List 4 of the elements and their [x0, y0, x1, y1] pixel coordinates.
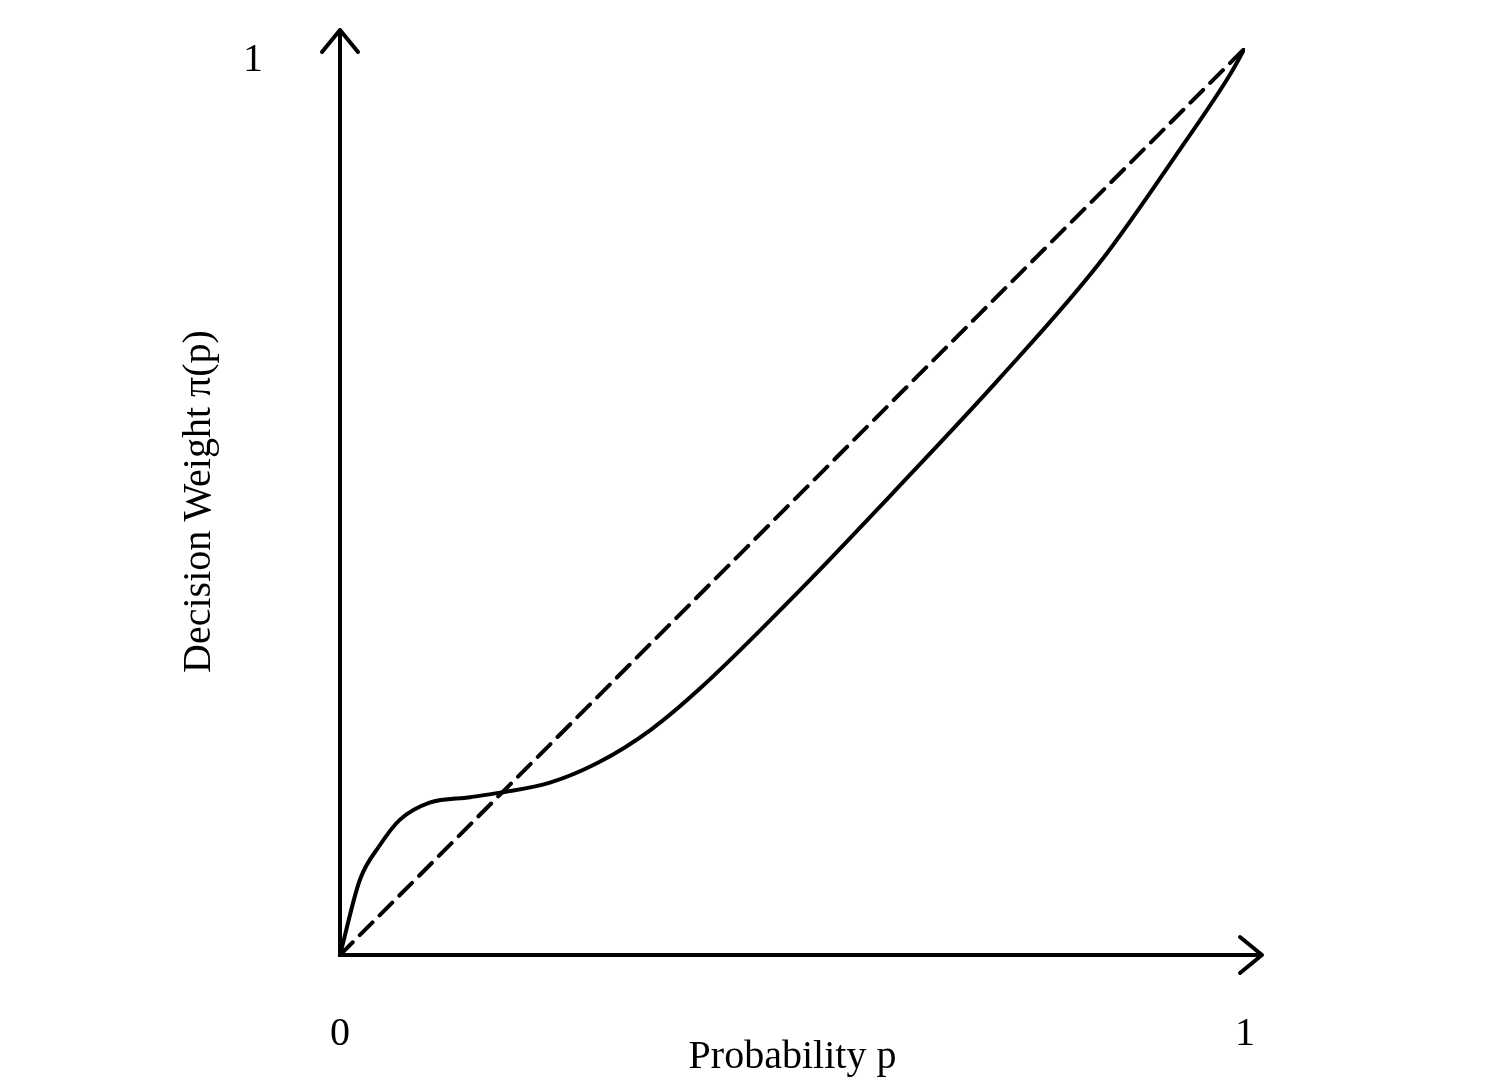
y-axis-title: Decision Weight π(p) — [173, 330, 219, 673]
x-tick-label: 0 — [330, 1008, 350, 1054]
x-axis-title: Probability p — [688, 1031, 897, 1077]
text: 1 — [243, 34, 263, 80]
